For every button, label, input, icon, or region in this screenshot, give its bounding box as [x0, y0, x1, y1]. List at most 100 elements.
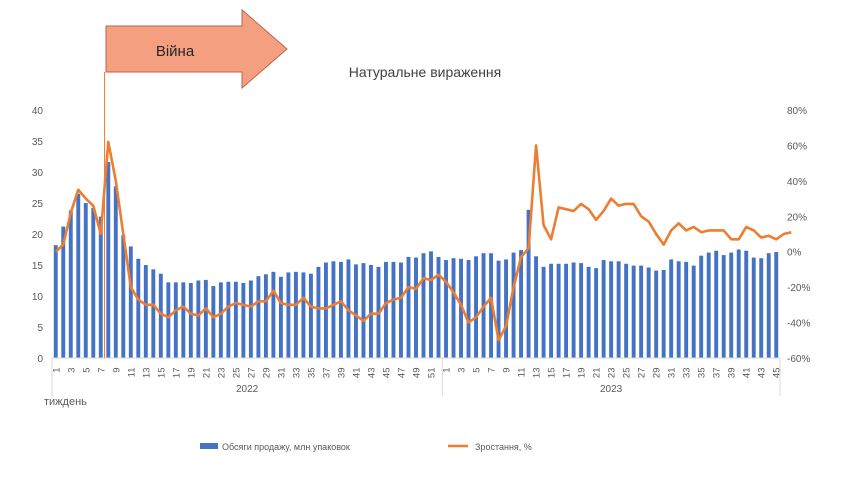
x-tick-label: 45	[772, 368, 783, 379]
bar	[759, 258, 764, 358]
legend-swatch-bars	[200, 443, 218, 449]
x-tick-label: 7	[96, 368, 107, 373]
year-labels: 2022 2023	[236, 384, 623, 395]
right-tick-label: 60%	[787, 141, 807, 152]
bar	[699, 255, 704, 358]
bar	[399, 262, 403, 358]
right-tick-label: -40%	[787, 319, 810, 330]
right-tick-label: -60%	[787, 354, 810, 365]
x-tick-label: 31	[276, 368, 287, 379]
bar	[774, 251, 779, 358]
x-tick-label: 39	[727, 368, 738, 379]
bar	[691, 265, 696, 358]
bar	[113, 186, 118, 358]
legend-label-line: Зростання, %	[475, 442, 532, 452]
x-tick-label: 9	[111, 368, 122, 373]
bar	[188, 282, 193, 358]
war-banner: Війна	[105, 8, 288, 90]
x-tick-label: 15	[156, 368, 167, 379]
bar	[91, 207, 96, 358]
bar	[526, 209, 531, 358]
x-tick-label: 21	[592, 368, 603, 379]
year-label: 2022	[236, 384, 259, 395]
right-tick-label: 20%	[787, 212, 807, 223]
bar	[721, 255, 726, 358]
bar	[466, 260, 471, 358]
x-tick-label: 1	[51, 368, 62, 373]
bar	[271, 271, 276, 358]
bar	[511, 252, 516, 358]
bar	[158, 273, 163, 358]
bar	[68, 210, 73, 358]
bar	[128, 246, 133, 358]
x-tick-label: 17	[562, 368, 573, 379]
bar	[121, 235, 126, 358]
bar	[496, 260, 501, 358]
bar	[233, 281, 238, 358]
bar	[203, 279, 208, 358]
x-tick-label: 25	[622, 368, 633, 379]
left-tick-label: 10	[32, 292, 44, 303]
bar	[594, 268, 599, 358]
x-tick-label: 23	[216, 368, 227, 379]
left-tick-label: 35	[32, 137, 44, 148]
x-tick-label: 9	[502, 368, 513, 373]
bar	[579, 263, 584, 358]
bar	[714, 250, 719, 358]
bar	[436, 256, 441, 358]
bar	[106, 162, 111, 358]
bar	[519, 250, 524, 358]
bar	[564, 263, 569, 358]
bar	[143, 265, 148, 358]
x-tick-label: 47	[397, 368, 408, 379]
year-label: 2023	[600, 384, 623, 395]
x-tick-label: 21	[201, 368, 212, 379]
x-tick-label: 23	[607, 368, 618, 379]
x-tick-label: 15	[547, 368, 558, 379]
bar	[391, 261, 396, 358]
bar	[601, 260, 606, 358]
bar	[684, 261, 689, 358]
x-tick-label: 11	[517, 368, 528, 378]
bar	[571, 262, 576, 358]
x-tick-label: 11	[126, 368, 137, 378]
x-tick-label: 41	[742, 368, 753, 379]
bar	[706, 252, 711, 358]
x-tick-label: 43	[757, 368, 768, 379]
x-tick-label: 31	[667, 368, 678, 379]
bar	[61, 226, 66, 358]
bar	[646, 267, 651, 358]
bar	[556, 263, 561, 358]
x-tick-label: 5	[81, 368, 92, 373]
bar	[384, 261, 388, 358]
legend: Обсяги продажу, млн упаковок Зростання, …	[200, 442, 532, 452]
bar	[308, 273, 313, 358]
axis-lines	[51, 357, 781, 396]
bar	[136, 258, 141, 358]
bar	[639, 265, 644, 358]
x-tick-label: 13	[532, 368, 543, 379]
left-tick-label: 40	[32, 106, 44, 117]
bar	[293, 271, 298, 358]
bar	[414, 257, 418, 358]
bar	[534, 256, 539, 358]
x-tick-label: 19	[186, 368, 197, 379]
bar	[339, 261, 343, 358]
x-axis-label: тиждень	[44, 396, 87, 408]
x-tick-label: 43	[367, 368, 378, 379]
left-tick-label: 30	[32, 168, 44, 179]
right-tick-label: 0%	[787, 248, 802, 259]
x-tick-label: 19	[577, 368, 588, 379]
bar	[459, 258, 463, 358]
x-tick-label: 51	[427, 368, 438, 379]
bar	[53, 245, 58, 358]
bar	[744, 250, 749, 358]
x-tick-label: 27	[246, 368, 257, 379]
bar	[166, 282, 171, 358]
x-tick-label: 3	[457, 368, 468, 373]
bar	[751, 257, 756, 358]
bar	[354, 264, 358, 358]
x-tick-label: 17	[171, 368, 182, 379]
bar	[451, 258, 456, 358]
bar	[196, 280, 201, 358]
